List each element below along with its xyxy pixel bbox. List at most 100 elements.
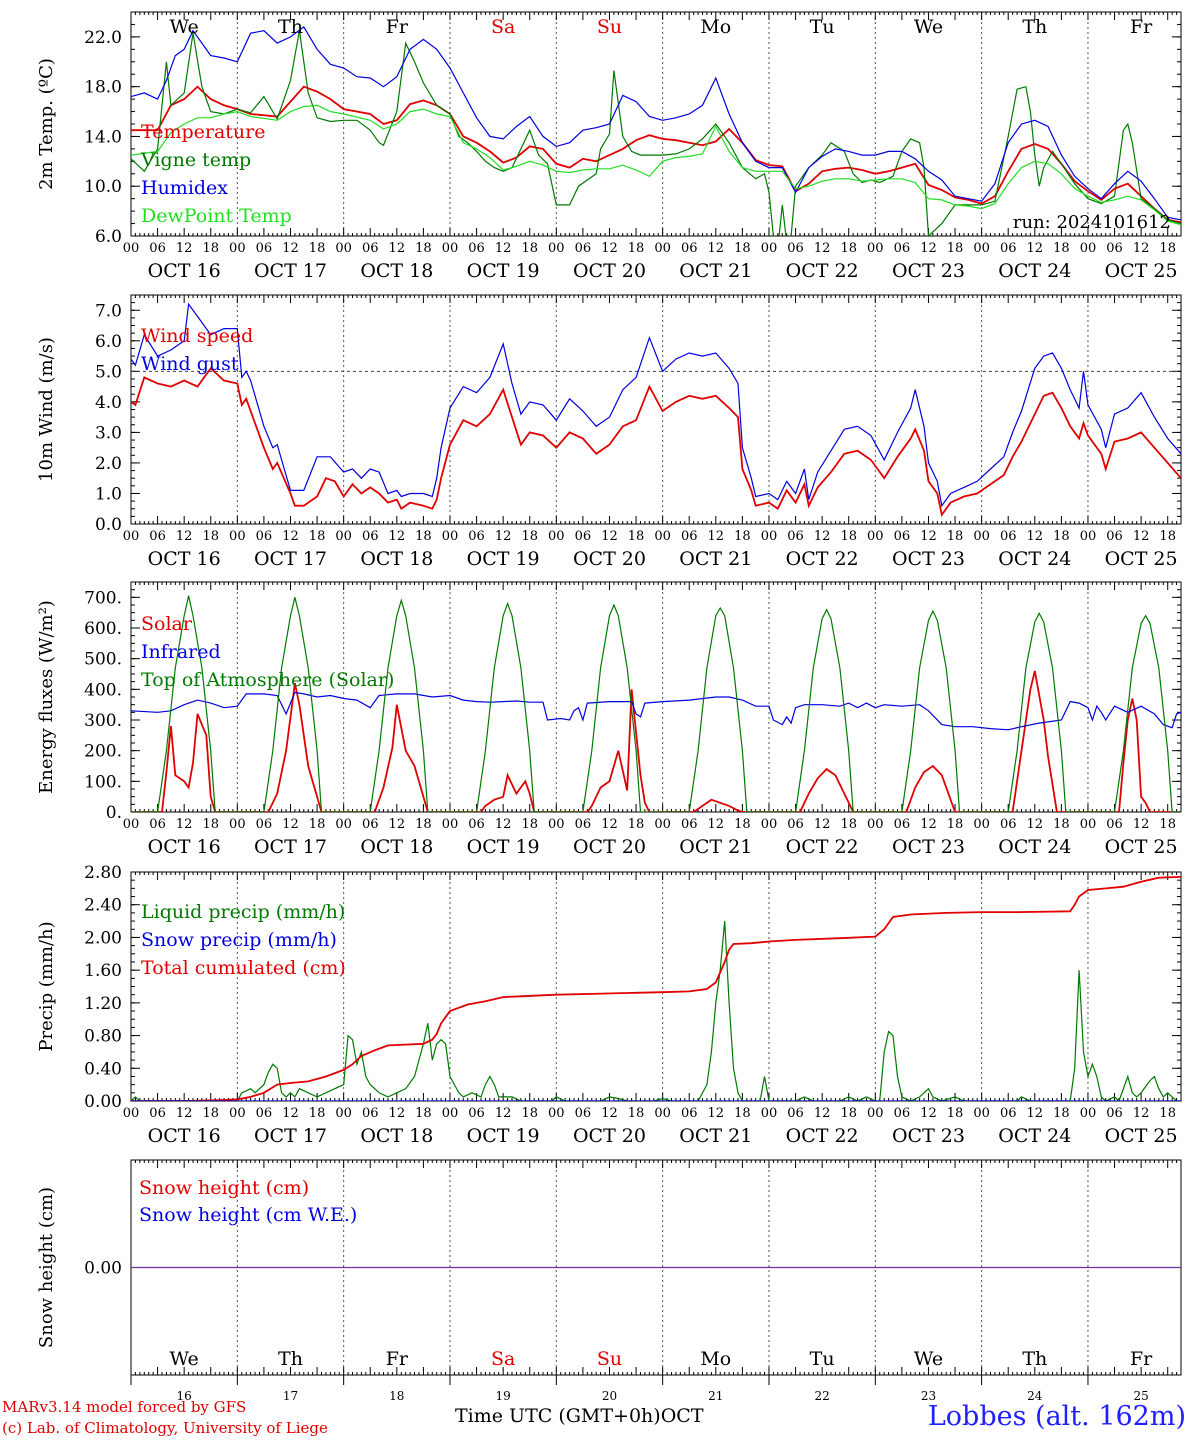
hour-tick-label: 18 [1053,529,1070,544]
day-number: 25 [1133,1389,1148,1403]
y-tick-label: 6.0 [95,332,122,352]
hour-tick-label: 12 [495,817,512,832]
hour-tick-label: 06 [1000,241,1017,256]
hour-tick-label: 18 [202,241,219,256]
hour-tick-label: 06 [787,817,804,832]
day-number: 17 [283,1389,298,1403]
hour-tick-label: 00 [654,241,671,256]
y-tick-label: 2.40 [84,896,122,916]
date-label: OCT 20 [573,836,646,858]
date-label: OCT 20 [573,548,646,570]
hour-tick-label: 12 [920,241,937,256]
hour-tick-label: 12 [389,817,406,832]
series-dewpoint-temp [131,104,1181,226]
day-name: Tu [810,16,835,38]
series-humidex [131,26,1181,221]
hour-tick-label: 06 [1000,1106,1017,1121]
hour-tick-label: 12 [495,1106,512,1121]
day-name: Sa [491,1348,515,1370]
hour-tick-label: 00 [867,529,884,544]
hour-tick-label: 00 [973,241,990,256]
y-tick-label: 7.0 [95,301,122,321]
date-label: OCT 22 [786,836,859,858]
hour-tick-label: 12 [1133,1106,1150,1121]
hour-tick-label: 00 [761,529,778,544]
hour-tick-label: 06 [681,1106,698,1121]
date-label: OCT 22 [786,1125,859,1147]
date-label: OCT 18 [360,260,433,282]
hour-tick-label: 00 [442,529,459,544]
hour-tick-label: 06 [149,817,166,832]
legend-entry: Snow precip (mm/h) [141,929,337,951]
hour-tick-label: 18 [628,1106,645,1121]
y-tick-label: 200. [84,742,122,762]
hour-tick-label: 06 [1106,529,1123,544]
legend-entry: Total cumulated (cm) [141,957,346,979]
hour-tick-label: 18 [947,241,964,256]
hour-tick-label: 00 [548,529,565,544]
date-label: OCT 24 [998,1125,1071,1147]
hour-tick-label: 00 [548,817,565,832]
hour-tick-label: 06 [1106,241,1123,256]
panel-frame [130,581,1182,813]
hour-tick-label: 06 [362,241,379,256]
hour-tick-label: 18 [734,241,751,256]
hour-tick-label: 18 [628,241,645,256]
date-label: OCT 17 [254,260,327,282]
hour-tick-label: 18 [947,529,964,544]
hour-tick-label: 12 [1133,241,1150,256]
date-label: OCT 19 [467,836,540,858]
y-tick-label: 2.0 [95,454,122,474]
hour-tick-label: 18 [1159,529,1176,544]
hour-tick-label: 06 [575,817,592,832]
hour-tick-label: 06 [894,1106,911,1121]
date-label: OCT 23 [892,1125,965,1147]
day-number: 23 [921,1389,936,1403]
panel-4: 0.00 0.40 0.80 1.20 1.60 2.00 2.40 2.80 Precip (… [36,863,1182,1147]
hour-tick-label: 12 [1027,1106,1044,1121]
date-label: OCT 21 [679,260,752,282]
hour-tick-label: 18 [309,529,326,544]
lab-credit: (c) Lab. of Climatology, University of L… [2,1419,328,1437]
hour-tick-label: 18 [415,1106,432,1121]
hour-tick-label: 18 [521,817,538,832]
date-label: OCT 22 [786,548,859,570]
date-label: OCT 23 [892,548,965,570]
hour-tick-label: 12 [1027,817,1044,832]
y-tick-label: 5.0 [95,362,122,382]
day-number: 18 [389,1389,404,1403]
day-name: Th [1022,16,1047,38]
y-tick-label: 0.40 [84,1059,122,1079]
day-name: We [170,1348,199,1370]
hour-tick-label: 18 [734,1106,751,1121]
date-label: OCT 19 [467,260,540,282]
date-label: OCT 18 [360,1125,433,1147]
hour-tick-label: 18 [415,529,432,544]
day-name: We [914,1348,943,1370]
series-temperature [131,85,1181,224]
y-tick-label: 400. [84,680,122,700]
hour-tick-label: 06 [787,529,804,544]
hour-tick-label: 06 [256,817,273,832]
hour-tick-label: 12 [282,241,299,256]
hour-tick-label: 18 [1159,241,1176,256]
date-label: OCT 18 [360,836,433,858]
hour-tick-label: 12 [601,817,618,832]
date-label: OCT 23 [892,836,965,858]
hour-tick-label: 12 [176,817,193,832]
hour-tick-label: 12 [389,529,406,544]
day-name: Th [278,16,303,38]
hour-tick-label: 00 [123,817,140,832]
hour-tick-label: 12 [495,241,512,256]
date-label: OCT 25 [1105,1125,1178,1147]
hour-tick-label: 18 [734,529,751,544]
y-axis-title: Snow height (cm) [36,1187,57,1348]
x-axis-title: Time UTC (GMT+0h)OCT [455,1405,704,1427]
y-tick-label: 300. [84,711,122,731]
legend-entry: Snow height (cm W.E.) [139,1204,357,1226]
hour-tick-label: 06 [149,529,166,544]
day-number: 24 [1027,1389,1043,1403]
hour-tick-label: 06 [575,529,592,544]
hour-tick-label: 06 [681,817,698,832]
y-tick-label: 700. [84,588,122,608]
